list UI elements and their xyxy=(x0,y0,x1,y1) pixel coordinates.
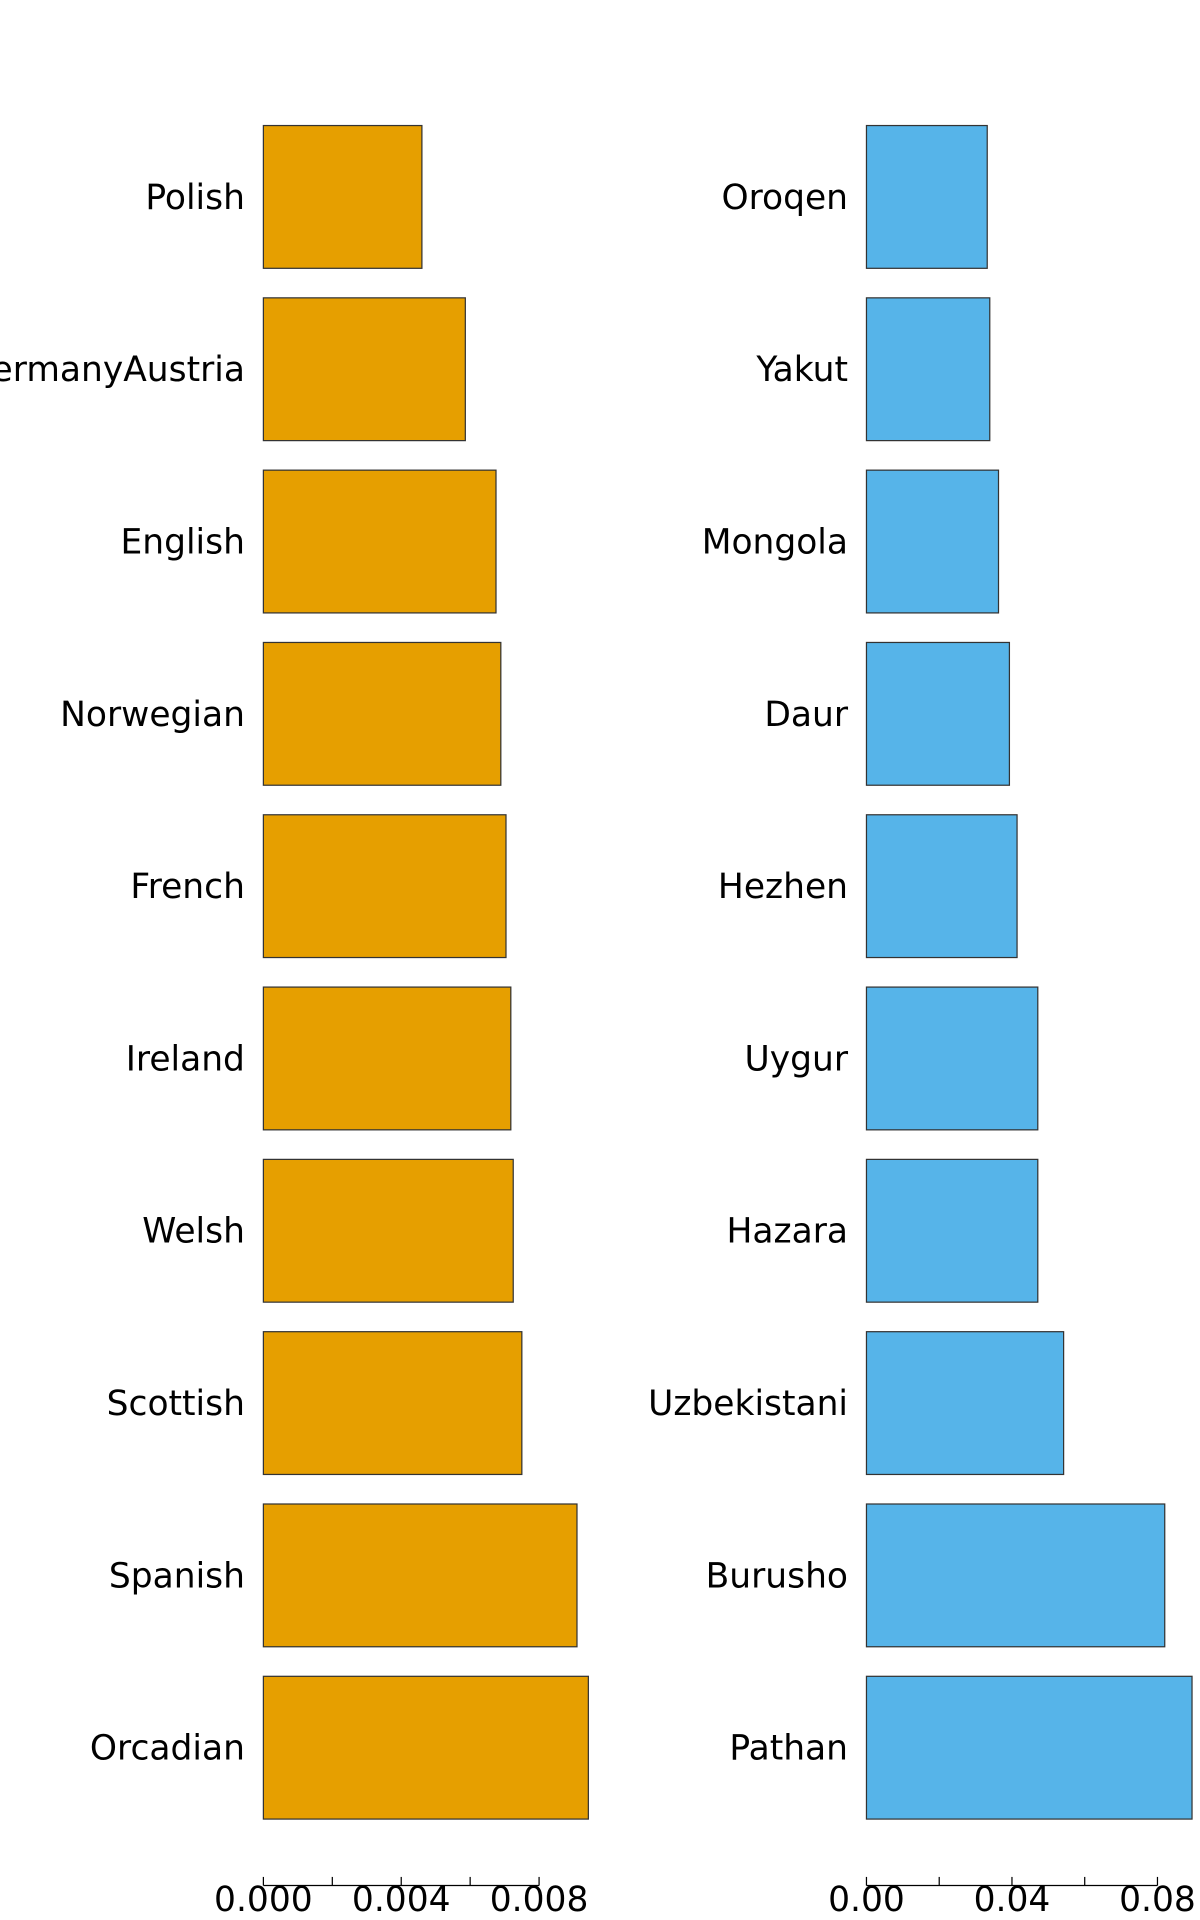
bar xyxy=(865,1503,1166,1648)
x-tick-label: 0.000 xyxy=(214,1880,313,1920)
y-tick-label: French xyxy=(130,867,245,907)
x-tick-label: 0.004 xyxy=(352,1880,451,1920)
y-tick-label: English xyxy=(121,522,245,562)
bar xyxy=(865,1675,1193,1820)
bar xyxy=(865,814,1018,959)
x-tick-label: 0.08 xyxy=(1119,1880,1196,1920)
y-tick-label: Uygur xyxy=(745,1039,849,1079)
y-tick-label: Scottish xyxy=(107,1384,245,1424)
x-tick-label: 0.008 xyxy=(490,1880,589,1920)
bar xyxy=(262,986,512,1131)
bar xyxy=(262,641,502,786)
y-tick-label: Norwegian xyxy=(60,695,245,735)
bar xyxy=(865,469,1000,614)
bar xyxy=(262,1158,514,1303)
y-tick-label: Welsh xyxy=(142,1212,245,1252)
x-tick-label: 0.00 xyxy=(828,1880,905,1920)
y-tick-label: Hezhen xyxy=(718,867,848,907)
bar xyxy=(865,986,1039,1131)
y-tick-label: Burusho xyxy=(706,1556,848,1596)
y-tick-label: GermanyAustria xyxy=(0,350,245,390)
bar xyxy=(865,124,988,269)
bar xyxy=(262,814,507,959)
y-tick-label: Orcadian xyxy=(90,1729,245,1769)
y-tick-label: Spanish xyxy=(109,1556,245,1596)
bar xyxy=(262,124,423,269)
y-tick-label: Ireland xyxy=(126,1039,245,1079)
y-tick-label: Oroqen xyxy=(721,178,848,218)
y-tick-label: Mongola xyxy=(702,522,848,562)
y-tick-label: Hazara xyxy=(727,1212,849,1252)
bar xyxy=(262,297,466,442)
y-tick-label: Uzbekistani xyxy=(648,1384,848,1424)
bar xyxy=(262,1331,523,1476)
bar xyxy=(865,297,991,442)
bar xyxy=(262,1503,578,1648)
y-tick-label: Yakut xyxy=(755,350,848,390)
y-tick-label: Polish xyxy=(145,178,245,218)
bar xyxy=(865,641,1011,786)
bar xyxy=(262,1675,589,1820)
bar xyxy=(262,469,497,614)
x-tick-label: 0.04 xyxy=(974,1880,1051,1920)
bar xyxy=(865,1331,1065,1476)
y-tick-label: Pathan xyxy=(729,1729,848,1769)
y-tick-label: Daur xyxy=(764,695,848,735)
bar xyxy=(865,1158,1039,1303)
